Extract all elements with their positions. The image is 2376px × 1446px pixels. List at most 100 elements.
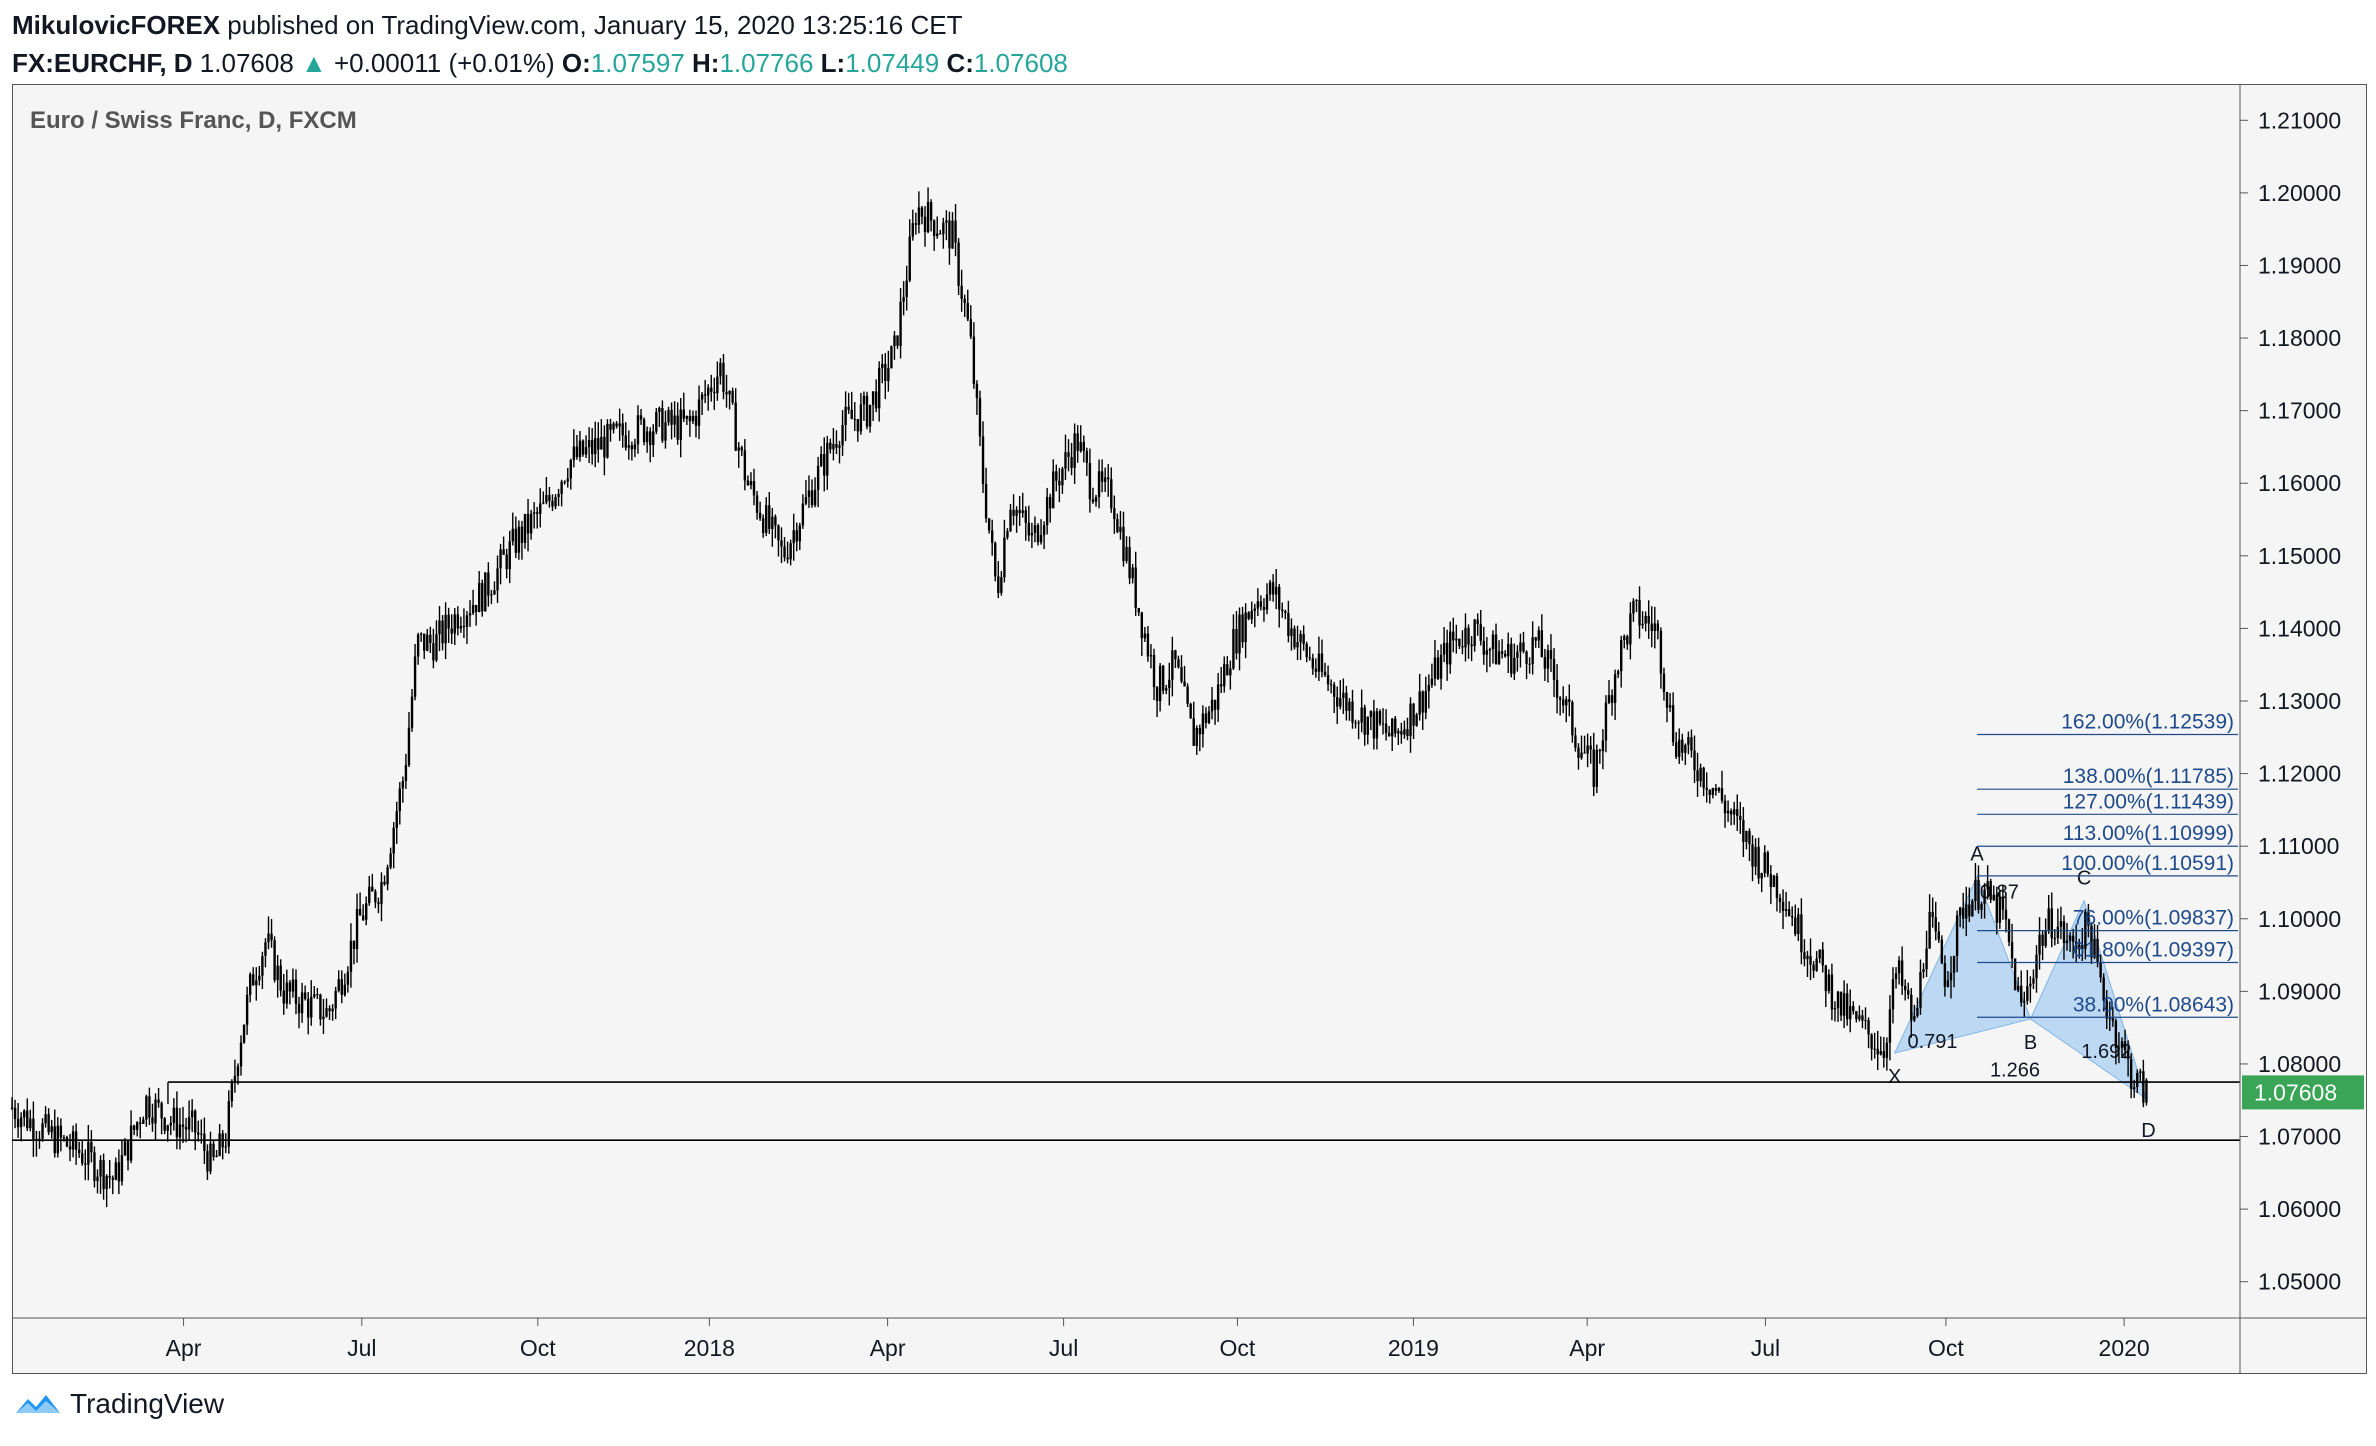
candle-body bbox=[2102, 977, 2105, 1001]
candle-body bbox=[1482, 640, 1486, 655]
author-name[interactable]: MikulovicFOREX bbox=[12, 10, 221, 40]
candle-body bbox=[2032, 978, 2035, 984]
chart-frame[interactable] bbox=[12, 84, 2367, 1374]
candle-body bbox=[1983, 889, 1986, 904]
candle-body bbox=[230, 1082, 234, 1102]
fib-level-label: 138.00%(1.11785) bbox=[2063, 765, 2234, 788]
candle-body bbox=[609, 423, 612, 430]
candle-body bbox=[245, 994, 249, 1025]
candle-body bbox=[1226, 664, 1229, 676]
candle-body bbox=[826, 442, 829, 476]
candle-body bbox=[584, 447, 588, 455]
y-tick-label: 1.15000 bbox=[2258, 543, 2341, 569]
candle-body bbox=[1088, 462, 1092, 500]
candle-body bbox=[1952, 956, 1956, 973]
candle-body bbox=[865, 395, 869, 427]
candle-body bbox=[975, 383, 979, 398]
candle-body bbox=[551, 500, 554, 507]
candle-body bbox=[215, 1155, 218, 1157]
candle-body bbox=[1064, 452, 1067, 469]
candle-body bbox=[871, 391, 875, 405]
candle-body bbox=[32, 1118, 35, 1140]
symbol-label[interactable]: FX:EURCHF, D bbox=[12, 48, 193, 78]
candle-body bbox=[2117, 1047, 2121, 1049]
candle-body bbox=[468, 613, 472, 616]
candle-body bbox=[1693, 750, 1696, 771]
candle-body bbox=[1332, 684, 1336, 698]
candle-body bbox=[1146, 633, 1150, 657]
candle-body bbox=[978, 397, 982, 437]
candle-body bbox=[151, 1117, 154, 1124]
candle-body bbox=[1714, 788, 1718, 791]
candle-body bbox=[1198, 727, 1202, 735]
candle-body bbox=[667, 409, 670, 423]
candle-body bbox=[853, 418, 856, 420]
candle-body bbox=[859, 404, 863, 432]
candle-body bbox=[270, 933, 273, 941]
candle-body bbox=[331, 1008, 334, 1012]
candle-body bbox=[1629, 613, 1632, 645]
candle-body bbox=[1992, 894, 1995, 900]
candle-body bbox=[1644, 615, 1647, 624]
candle-body bbox=[1497, 651, 1501, 665]
candle-body bbox=[1000, 577, 1003, 594]
candle-body bbox=[835, 443, 838, 448]
candle-body bbox=[1018, 509, 1021, 514]
candle-body bbox=[1223, 664, 1226, 687]
candle-body bbox=[572, 446, 576, 461]
candle-body bbox=[1842, 993, 1846, 1016]
candle-body bbox=[1760, 872, 1763, 879]
candle-body bbox=[1284, 611, 1287, 613]
ratio-label-cd: 1.692 bbox=[2081, 1041, 2131, 1063]
candle-body bbox=[444, 614, 447, 644]
candle-body bbox=[111, 1177, 114, 1180]
candle-body bbox=[1494, 634, 1498, 665]
candle-body bbox=[1565, 699, 1568, 706]
candle-body bbox=[917, 207, 921, 225]
candle-body bbox=[1158, 665, 1162, 702]
candle-body bbox=[242, 1024, 246, 1043]
candle-body bbox=[1360, 707, 1363, 723]
candle-body bbox=[575, 446, 579, 458]
candle-body bbox=[227, 1101, 231, 1147]
candle-body bbox=[493, 590, 496, 595]
candle-body bbox=[2078, 944, 2081, 950]
candle-body bbox=[166, 1125, 169, 1131]
candle-body bbox=[1189, 703, 1192, 719]
tradingview-branding[interactable]: TradingView bbox=[14, 1388, 224, 1420]
fib-levels: 162.00%(1.12539) 138.00%(1.11785)127.00%(… bbox=[1977, 710, 2238, 1018]
candle-body bbox=[96, 1176, 99, 1182]
candle-body bbox=[1201, 713, 1205, 735]
candle-body bbox=[2129, 1058, 2133, 1090]
candle-body bbox=[926, 202, 930, 233]
candle-body bbox=[1100, 471, 1104, 482]
candle-body bbox=[102, 1160, 105, 1190]
candle-body bbox=[1387, 732, 1391, 737]
candle-body bbox=[2023, 1000, 2026, 1003]
candle-body bbox=[1220, 684, 1223, 687]
candle-body bbox=[1827, 974, 1831, 992]
candle-body bbox=[893, 335, 896, 347]
candle-body bbox=[389, 853, 392, 868]
candle-body bbox=[832, 443, 835, 450]
candle-body bbox=[252, 974, 255, 986]
x-tick-label: Oct bbox=[520, 1335, 556, 1361]
candle-body bbox=[218, 1133, 221, 1156]
candle-body bbox=[81, 1153, 84, 1164]
candle-body bbox=[1369, 711, 1373, 717]
candle-body bbox=[542, 502, 545, 504]
x-tick-label: Oct bbox=[1928, 1335, 1964, 1361]
candle-body bbox=[65, 1137, 69, 1147]
candle-body bbox=[328, 1008, 331, 1012]
y-tick-label: 1.16000 bbox=[2258, 470, 2341, 496]
candle-body bbox=[1235, 628, 1238, 654]
candle-body bbox=[792, 530, 795, 544]
candle-body bbox=[1955, 915, 1959, 957]
y-tick-label: 1.14000 bbox=[2258, 615, 2341, 641]
candle-body bbox=[1781, 901, 1785, 911]
candle-body bbox=[306, 998, 310, 1018]
y-tick-label: 1.21000 bbox=[2258, 107, 2341, 133]
candle-body bbox=[719, 362, 722, 377]
candle-body bbox=[606, 423, 609, 458]
